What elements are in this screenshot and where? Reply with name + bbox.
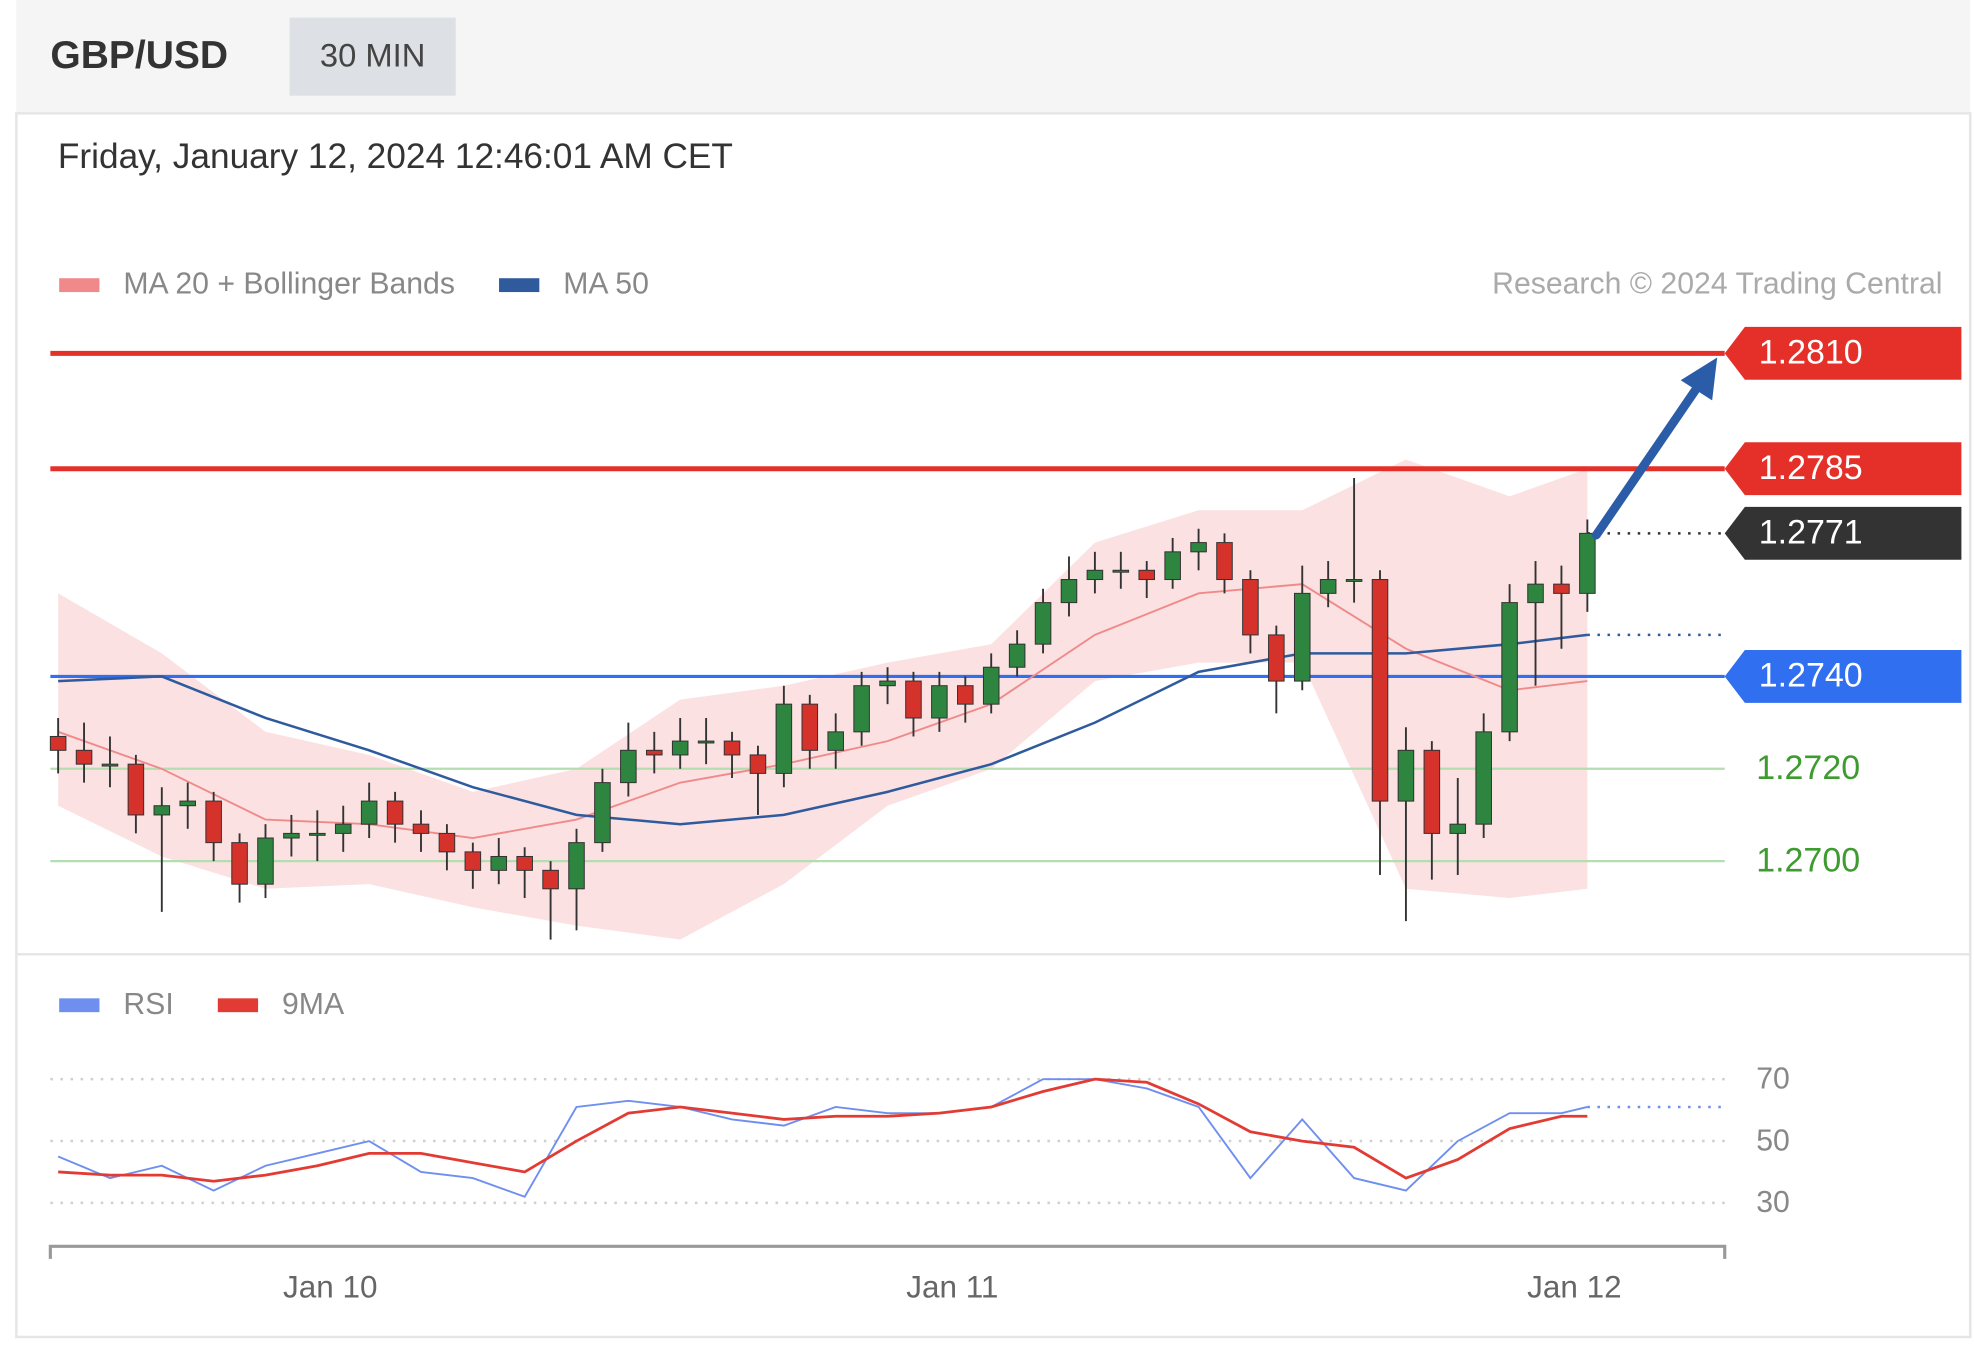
- candle-body: [179, 800, 197, 807]
- candle-body: [1553, 583, 1570, 594]
- candle-body: [749, 754, 767, 774]
- price-panel: MA 20 + Bollinger Bands MA 50 1.2810 1.2785…: [49, 268, 1962, 940]
- rsi-panel: RSI 9MA 30 50 70 Jan 10 Jan 11 Jan 12: [48, 988, 1790, 1304]
- candle-body: [516, 855, 533, 871]
- target-arrow: [1591, 379, 1704, 540]
- level-label: 1.2785: [1759, 449, 1863, 487]
- candle-body: [697, 740, 715, 744]
- candle-body: [671, 740, 689, 756]
- candle-body: [127, 763, 145, 816]
- candle-body: [101, 763, 119, 767]
- candle-body: [723, 740, 741, 756]
- candle-body: [1008, 643, 1026, 668]
- timestamp: Friday, January 12, 2024 12:46:01 AM CET: [58, 137, 733, 176]
- candle-body: [283, 832, 300, 839]
- level-tag: [1724, 326, 1962, 380]
- candle-body: [1475, 731, 1492, 825]
- candle-body: [1190, 542, 1207, 553]
- candle-body: [594, 782, 611, 844]
- candle-body: [309, 832, 326, 836]
- candle-body: [205, 800, 222, 844]
- candle-body: [231, 842, 248, 885]
- y-tick-label: 50: [1756, 1124, 1790, 1157]
- candle-body: [257, 837, 274, 885]
- candle-body: [879, 680, 896, 687]
- candle-body: [568, 842, 585, 890]
- candle-body: [645, 749, 663, 756]
- candle-body: [1371, 579, 1389, 802]
- candle-body: [931, 685, 948, 719]
- interval-badge: [289, 17, 456, 96]
- y-tick-label: 30: [1756, 1186, 1790, 1219]
- candle-body: [1086, 569, 1104, 581]
- candle-body: [1423, 749, 1441, 834]
- bollinger-band: [58, 459, 1588, 940]
- candle-body: [153, 805, 171, 816]
- candle-body: [360, 800, 378, 825]
- legend-label: MA 20 + Bollinger Bands: [123, 268, 455, 301]
- candle-body: [1397, 749, 1415, 802]
- indicator-line: [57, 1078, 1588, 1198]
- level-label: 1.2720: [1756, 749, 1860, 787]
- candle-body: [775, 703, 793, 774]
- target-arrowhead: [1680, 357, 1718, 401]
- candle-body: [827, 731, 844, 751]
- candle-body: [801, 703, 819, 751]
- candle-body: [853, 685, 870, 733]
- candle-body: [620, 749, 637, 784]
- candle-body: [1579, 532, 1596, 594]
- interval: 30 MIN: [320, 37, 425, 74]
- x-tick-label: Jan 10: [283, 1269, 377, 1304]
- candle-body: [490, 855, 508, 871]
- moving-average-line: [58, 633, 1588, 826]
- symbol: GBP/USD: [50, 34, 228, 77]
- x-tick-label: Jan 12: [1527, 1269, 1621, 1304]
- legend-swatch: [59, 278, 100, 293]
- candle-body: [1268, 634, 1285, 682]
- x-tick-label: Jan 11: [906, 1269, 998, 1304]
- indicator-line: [58, 1077, 1588, 1183]
- candle-body: [1242, 579, 1259, 636]
- candle-body: [1164, 551, 1181, 581]
- candle-body: [1319, 579, 1337, 594]
- candle-body: [49, 735, 67, 751]
- candle-body: [905, 680, 922, 719]
- level-label: 1.2740: [1759, 657, 1863, 695]
- candle-body: [1293, 592, 1311, 682]
- y-tick-label: 70: [1756, 1062, 1790, 1095]
- level-label: 1.2700: [1756, 841, 1860, 879]
- candle-body: [1501, 602, 1518, 733]
- candle-body: [1449, 823, 1467, 834]
- level-label: 1.2810: [1759, 334, 1863, 372]
- candle-body: [438, 832, 456, 853]
- x-axis: [48, 1244, 1727, 1259]
- candle-body: [982, 666, 1000, 705]
- candle-body: [412, 823, 430, 834]
- candle-body: [1216, 542, 1233, 581]
- candle-body: [334, 823, 352, 834]
- legend-label: MA 50: [563, 268, 649, 301]
- candle-body: [1060, 579, 1078, 604]
- level-tag: [1724, 442, 1962, 496]
- candle-body: [464, 851, 482, 871]
- legend-swatch: [217, 998, 259, 1013]
- candle-body: [542, 869, 559, 890]
- level-label: 1.2771: [1759, 514, 1863, 552]
- level-tag: [1724, 506, 1962, 560]
- candle-body: [1112, 569, 1130, 573]
- candle-body: [1138, 569, 1156, 581]
- legend-swatch: [499, 278, 540, 293]
- candle-body: [1034, 602, 1052, 645]
- credit: Research © 2024 Trading Central: [1492, 268, 1942, 301]
- candle-body: [957, 685, 974, 705]
- legend-label: 9MA: [282, 988, 345, 1021]
- legend-swatch: [59, 998, 100, 1013]
- level-tag: [1724, 650, 1962, 703]
- candle-body: [1527, 583, 1544, 604]
- legend-label: RSI: [123, 988, 173, 1021]
- candle-body: [386, 800, 404, 825]
- candle-body: [75, 749, 93, 765]
- candle-body: [1345, 579, 1363, 582]
